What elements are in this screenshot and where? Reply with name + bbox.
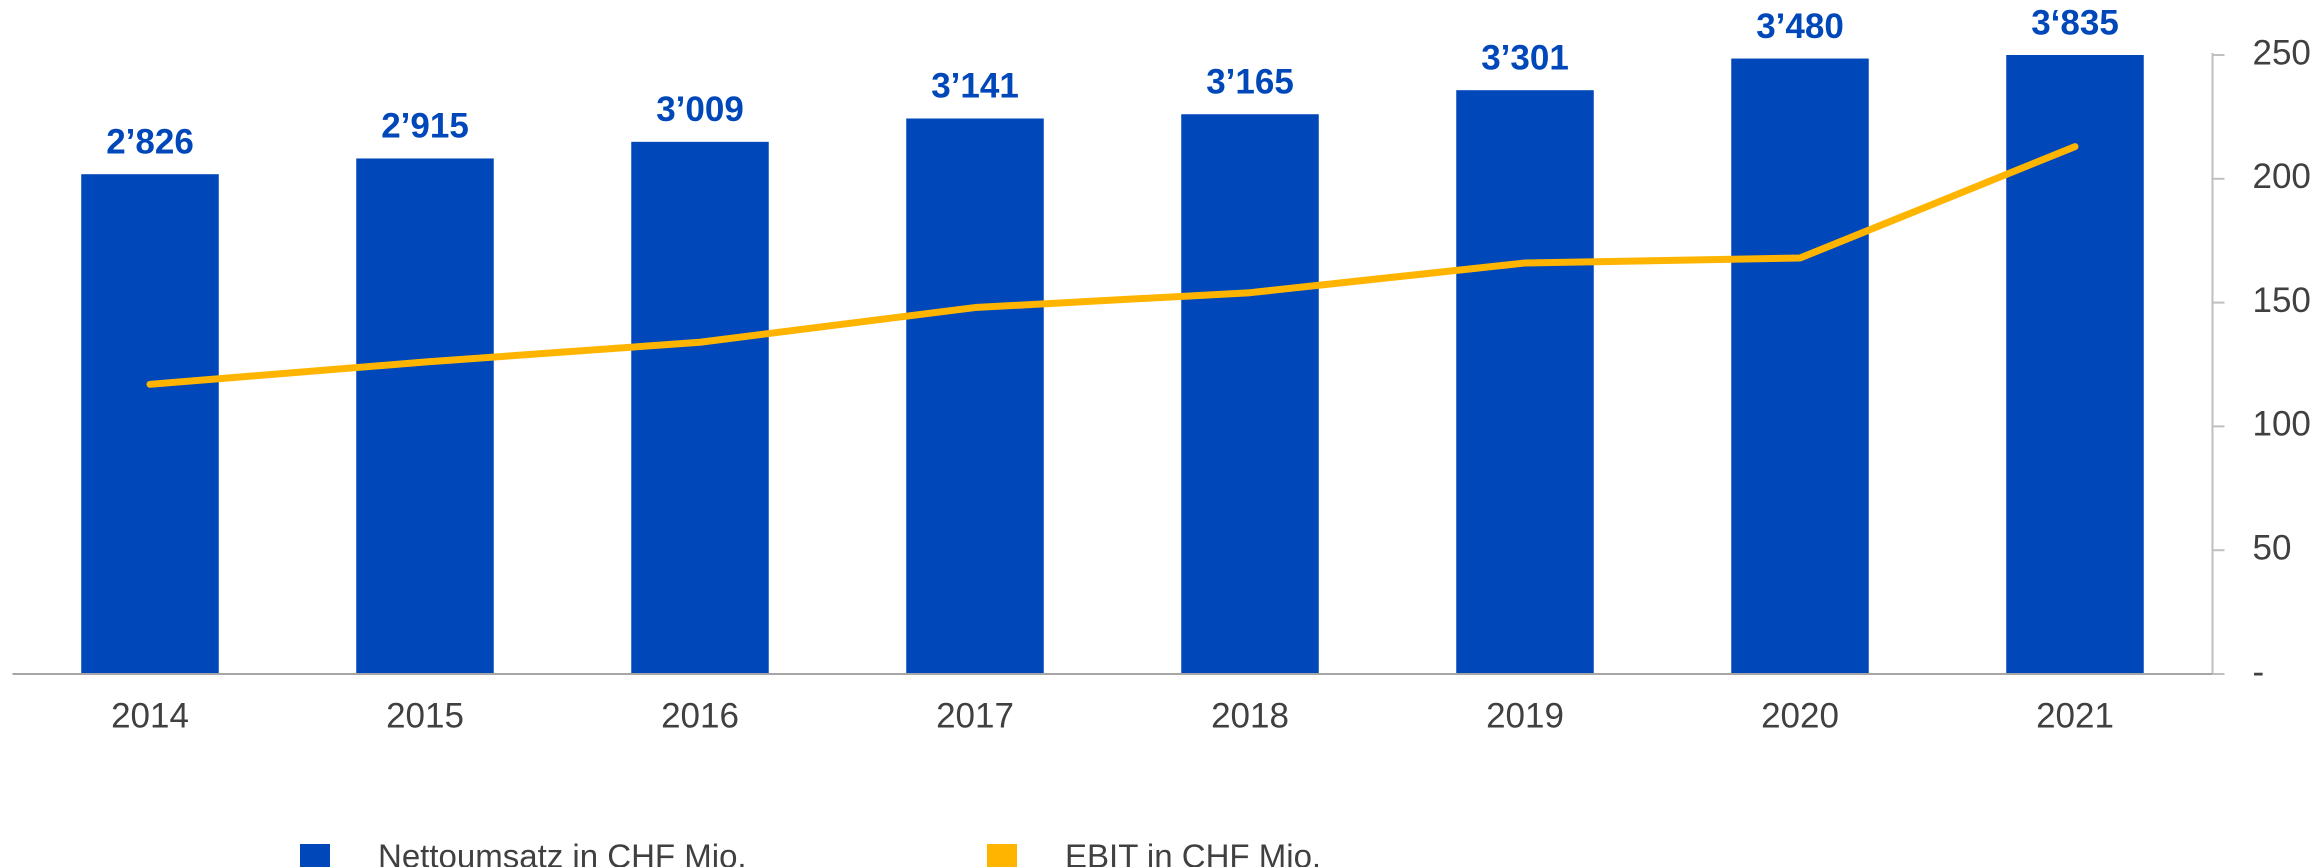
legend-label: EBIT in CHF Mio. bbox=[1065, 838, 1321, 867]
data-label: 3’301 bbox=[1481, 38, 1569, 77]
data-label: 3’480 bbox=[1756, 7, 1844, 46]
y2-tick-label: 200 bbox=[2253, 157, 2311, 196]
data-label: 2’915 bbox=[381, 107, 469, 146]
bar bbox=[906, 118, 1044, 675]
data-label: 2’826 bbox=[106, 122, 194, 161]
data-label: 3’009 bbox=[656, 90, 744, 129]
data-label: 3‘835 bbox=[2031, 3, 2119, 42]
y2-tick-label: 150 bbox=[2253, 281, 2311, 320]
bar-group bbox=[81, 55, 2144, 675]
legend-swatch bbox=[300, 844, 330, 867]
y2-tick-label: 50 bbox=[2253, 528, 2292, 567]
x-tick-label: 2016 bbox=[661, 696, 739, 735]
x-tick-label: 2020 bbox=[1761, 696, 1839, 735]
bar bbox=[1731, 58, 1869, 674]
bar bbox=[81, 174, 219, 674]
bar bbox=[631, 141, 769, 674]
legend-swatch bbox=[987, 844, 1017, 867]
legend-label: Nettoumsatz in CHF Mio. bbox=[378, 838, 747, 867]
x-tick-label: 2021 bbox=[2036, 696, 2114, 735]
y2-tick-label: 250 bbox=[2253, 33, 2311, 72]
x-tick-label: 2017 bbox=[936, 696, 1014, 735]
x-tick-label: 2015 bbox=[386, 696, 464, 735]
x-tick-label: 2019 bbox=[1486, 696, 1564, 735]
y2-tick-label: - bbox=[2253, 652, 2265, 691]
y2-tick-label: 100 bbox=[2253, 405, 2311, 444]
data-label: 3’165 bbox=[1206, 62, 1294, 101]
bar bbox=[2006, 55, 2144, 674]
bar bbox=[1456, 90, 1594, 674]
data-label: 3’141 bbox=[931, 67, 1019, 106]
x-tick-label: 2014 bbox=[111, 696, 189, 735]
x-tick-label: 2018 bbox=[1211, 696, 1289, 735]
bar bbox=[356, 158, 494, 674]
line bbox=[146, 143, 2079, 388]
bar bbox=[1181, 114, 1319, 675]
